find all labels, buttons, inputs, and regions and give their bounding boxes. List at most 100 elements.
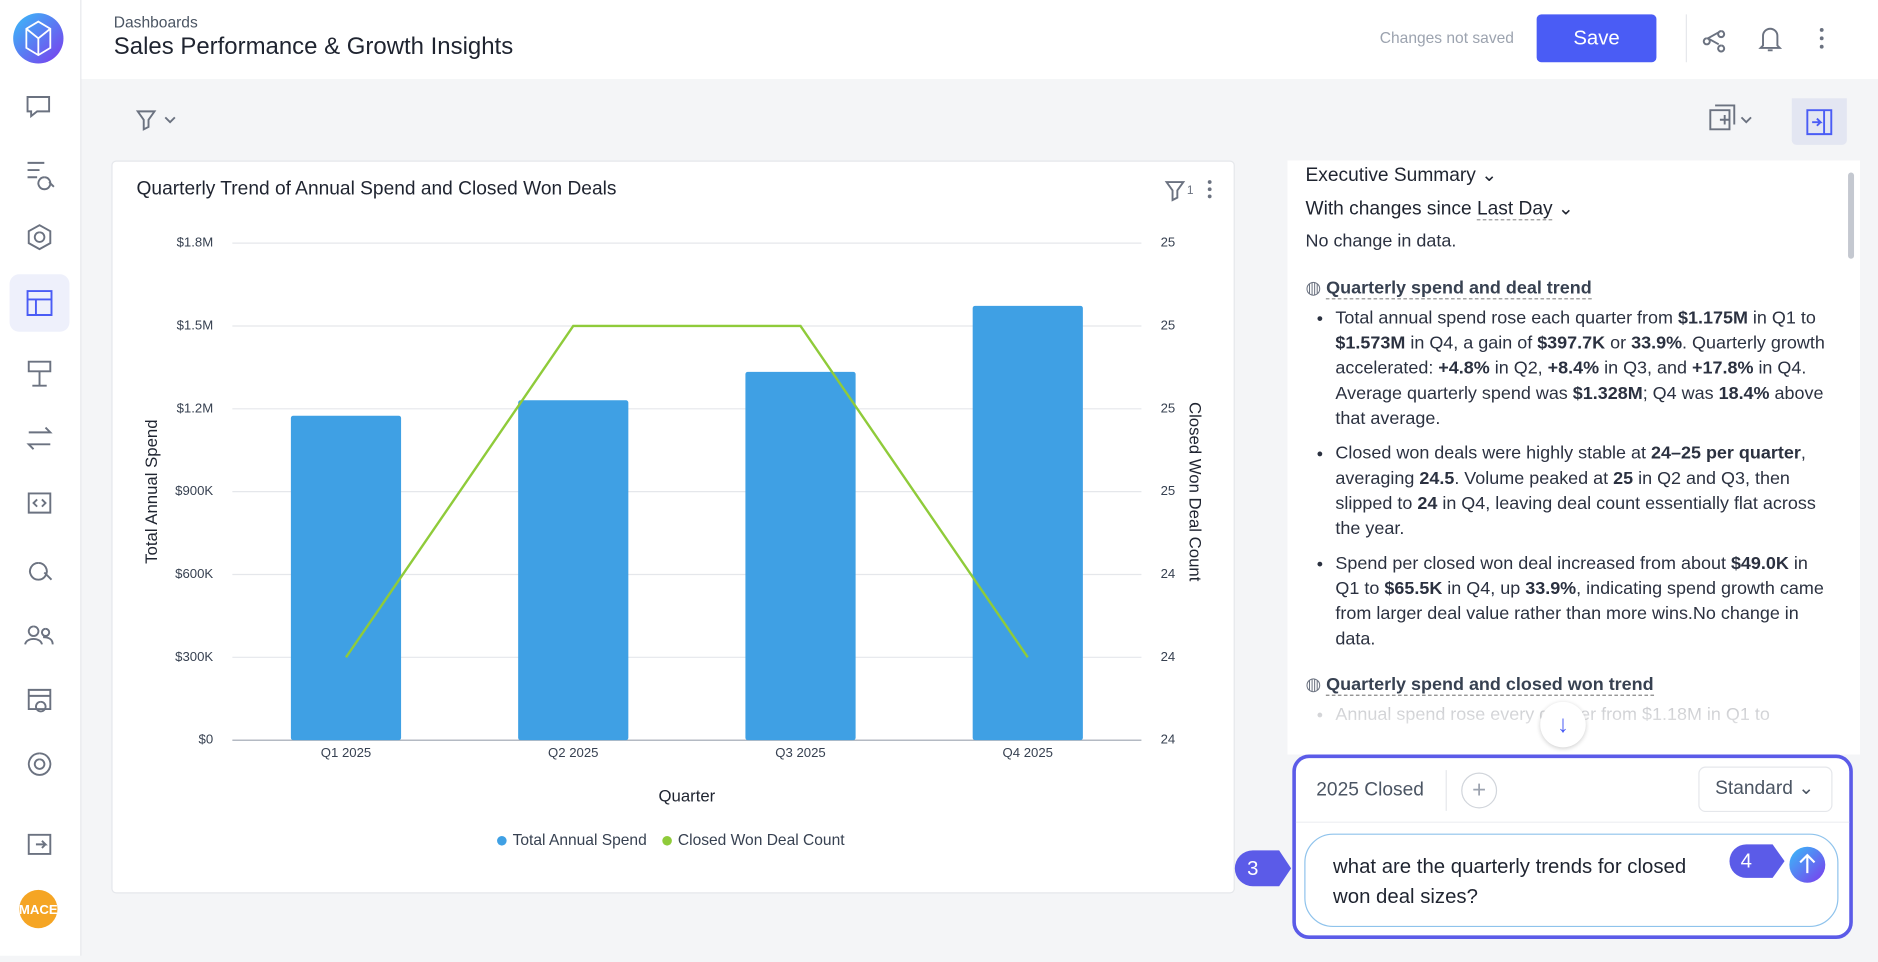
legend-label: Closed Won Deal Count [678, 832, 845, 849]
sidebar: MACE [0, 0, 82, 956]
bullet-run: 24.5 [1419, 468, 1455, 489]
share-icon[interactable] [1702, 30, 1726, 53]
bullet-run: $1.573M [1335, 332, 1406, 354]
y2-axis-label: Closed Won Deal Count [1185, 402, 1204, 582]
more-icon[interactable] [1819, 28, 1824, 49]
nav-help[interactable] [29, 561, 53, 581]
y-axis-label: Total Annual Spend [142, 419, 161, 563]
bar [745, 371, 856, 741]
nav-dashboards[interactable] [26, 290, 53, 316]
avatar-text: MACE [19, 902, 58, 917]
bullet-run: $1.328M [1572, 383, 1643, 404]
section-heading[interactable]: ◍ Quarterly spend and closed won trend [1305, 674, 1654, 696]
summary-bullet: Spend per closed won deal increased from… [1335, 551, 1830, 652]
avatar[interactable] [19, 889, 58, 929]
header-actions [1685, 14, 1824, 63]
active-nav [9, 274, 70, 332]
chart-card: Quarterly Trend of Annual Spend and Clos… [111, 160, 1235, 894]
y-tick-label: $1.5M [177, 317, 214, 332]
y2-tick-label: 25 [1161, 235, 1176, 250]
bar [518, 400, 629, 741]
bullet-run: or [1605, 332, 1632, 354]
chart-title: Quarterly Trend of Annual Spend and Clos… [137, 178, 617, 199]
y2-tick-label: 25 [1161, 400, 1176, 415]
bullet-run: 33.9% [1525, 578, 1577, 599]
bullet-run: in Q4. Average quarterly spend was [1335, 358, 1807, 404]
save-button[interactable]: Save [1536, 14, 1657, 63]
bullet-run: $49.0K [1730, 553, 1789, 574]
add-context[interactable]: + [1461, 772, 1498, 809]
nav-users[interactable] [24, 625, 54, 645]
toolbar-right [1709, 98, 1847, 145]
filter-count: 1 [1187, 183, 1194, 197]
summary-panel: Executive Summary ⌄ With changes since L… [1287, 160, 1861, 755]
bullet-run: +17.8% [1692, 358, 1754, 379]
nav-code[interactable] [27, 492, 52, 514]
bullet-run: $65.5K [1384, 578, 1443, 599]
filter-button[interactable] [120, 102, 192, 138]
chart-filter[interactable] [1164, 181, 1186, 202]
legend-marker [497, 835, 507, 846]
nav-models[interactable] [27, 224, 52, 251]
y2-tick-label: 24 [1161, 649, 1176, 664]
nav-schedule[interactable] [27, 688, 52, 713]
chat-input[interactable]: what are the quarterly trends for closed… [1304, 833, 1839, 928]
y-tick-label: $0 [199, 732, 214, 747]
bullet-run: ; Q4 was [1642, 383, 1719, 404]
period-dropdown[interactable]: Last Day [1476, 198, 1553, 221]
context-chip[interactable]: 2025 Closed [1316, 779, 1424, 801]
callout: 3 [1247, 858, 1258, 880]
bullet-run: in Q4, leaving deal count essentially fl… [1335, 493, 1816, 539]
nav-settings[interactable] [27, 752, 52, 776]
nav-data[interactable] [27, 360, 52, 387]
breadcrumb[interactable]: Dashboards [113, 13, 198, 32]
chart-menu[interactable] [1207, 180, 1212, 199]
y2-tick-label: 25 [1161, 317, 1176, 332]
bullet-run: $1.175M [1677, 307, 1748, 329]
bullet-run: +4.8% [1438, 358, 1490, 379]
bullet-run: +8.4% [1547, 358, 1600, 379]
nav-chat[interactable] [26, 96, 51, 119]
bullet-run: in Q2, [1489, 358, 1548, 379]
bullet-run: in Q1 to [1747, 307, 1816, 329]
nav-collapse[interactable] [27, 833, 52, 855]
y2-tick-label: 24 [1161, 732, 1176, 747]
save-status: Changes not saved [1379, 28, 1514, 47]
send-button[interactable] [1787, 844, 1828, 885]
bullet-run: Spend per closed won deal increased from… [1335, 553, 1731, 574]
section-heading[interactable]: ◍ Quarterly spend and deal trend [1305, 277, 1592, 300]
bullet-run: 24 [1417, 493, 1438, 514]
x-tick-label: Q4 2025 [1003, 745, 1053, 760]
mode-dropdown[interactable]: Standard ⌄ [1698, 766, 1833, 813]
bullet-run: Closed won deals were highly stable at [1335, 443, 1652, 464]
y2-tick-label: 25 [1161, 483, 1176, 498]
bullet-run: , indicating spend growth came from larg… [1335, 578, 1824, 650]
bullet-run: in Q4, a gain of [1405, 332, 1538, 354]
no-change: No change in data. [1305, 231, 1457, 252]
scrollbar[interactable] [1848, 172, 1855, 259]
bullet-run: in Q3, and [1599, 358, 1693, 379]
chat-input-text: what are the quarterly trends for closed… [1333, 855, 1687, 908]
x-tick-label: Q1 2025 [321, 745, 371, 760]
scroll-down[interactable]: ↓ [1540, 701, 1586, 748]
add-widget[interactable] [1709, 104, 1752, 131]
callouts: 3 4 [1234, 844, 1785, 887]
chart: Quarterly Trend of Annual Spend and Clos… [137, 178, 1212, 849]
bullet-run: in Q2 and Q3, then slipped to [1335, 468, 1790, 514]
y-tick-label: $600K [175, 566, 213, 581]
bell-icon[interactable] [1758, 27, 1783, 52]
y2-tick-label: 24 [1161, 566, 1176, 581]
bullet-run: $397.7K [1537, 332, 1606, 354]
summary-bullet: Total annual spend rose each quarter fro… [1335, 305, 1830, 431]
summary-title[interactable]: Executive Summary ⌄ [1305, 165, 1498, 186]
summary-bullet: Closed won deals were highly stable at 2… [1335, 441, 1830, 542]
y-tick-label: $1.8M [177, 235, 214, 250]
bullet-run: above that average. [1335, 383, 1824, 429]
nav-search[interactable] [27, 161, 55, 191]
changes-prefix: With changes since [1305, 198, 1472, 220]
nav-transfer[interactable] [26, 426, 53, 450]
legend-label: Total Annual Spend [513, 832, 647, 849]
header: Dashboards Sales Performance & Growth In… [81, 0, 1878, 80]
